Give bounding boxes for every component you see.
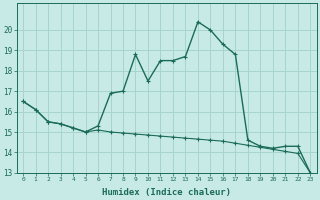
X-axis label: Humidex (Indice chaleur): Humidex (Indice chaleur)	[102, 188, 231, 197]
